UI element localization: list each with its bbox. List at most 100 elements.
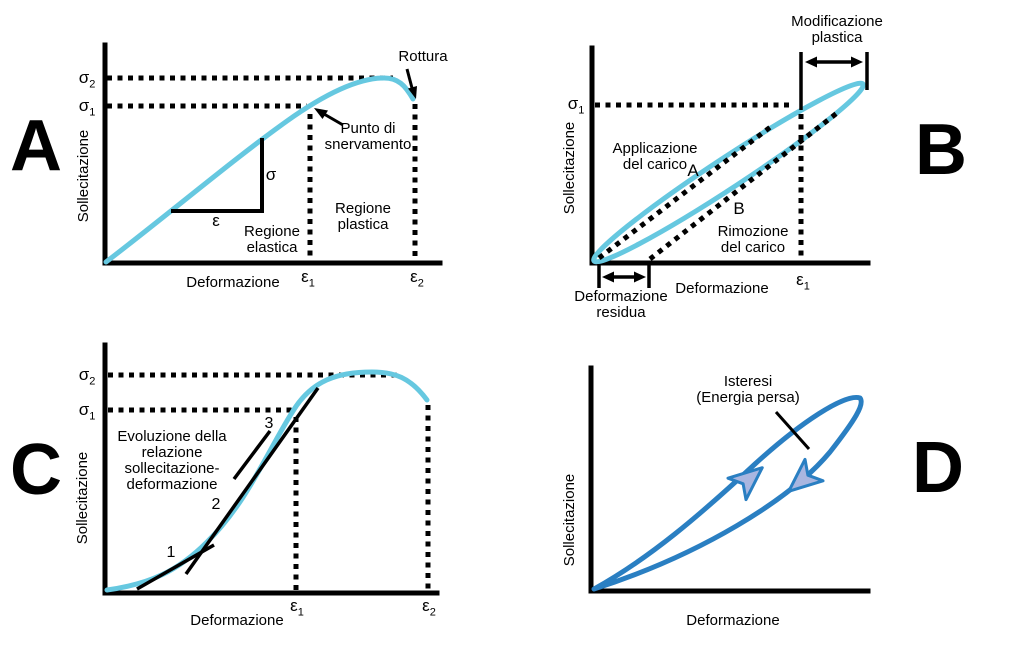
unloading-line-1: Rimozione [717, 223, 789, 240]
sigma1-base: σ [78, 96, 90, 115]
residual-line-1: Deformazione [574, 288, 668, 305]
panel-a-sigma1-label: σ1 [78, 96, 96, 118]
panel-d-hysteresis-label: Isteresi (Energia persa) [696, 374, 799, 406]
panel-b-plastic-mod-arrow-right-icon [851, 56, 863, 68]
loading-line-2: del carico [622, 156, 688, 173]
evolution-line-3: sollecitazione- [124, 460, 220, 477]
panel-b-graphics [589, 45, 871, 288]
panel-b-unloading-label: Rimozione del carico [718, 224, 789, 256]
epsilon1-base: ε [301, 267, 309, 286]
sigma1-base: σ [567, 94, 579, 113]
panel-c-epsilon2-label: ε2 [422, 596, 436, 618]
plastic-region-line-1: Regione [335, 200, 391, 217]
evolution-line-2: relazione [141, 444, 203, 461]
panel-b-x-axis-label: Deformazione [675, 280, 769, 297]
panel-c-tangent-2-label: 2 [211, 496, 221, 513]
panel-a-epsilon1-label: ε1 [301, 267, 315, 289]
panel-a-yield-point-label: Punto di snervamento [325, 121, 412, 153]
plastic-mod-line-2: plastica [811, 29, 863, 46]
elastic-region-line-2: elastica [246, 239, 298, 256]
panel-a-stress-strain-curve [103, 75, 416, 265]
elastic-region-line-1: Regione [244, 223, 300, 240]
panel-b-axes [589, 45, 871, 266]
panel-b-load-unload-loop [591, 80, 866, 265]
panel-a-rupture-label: Rottura [398, 48, 448, 65]
panel-b-plastic-modification-label: Modificazione plastica [791, 14, 883, 46]
panel-d-graphics [588, 365, 871, 594]
panel-b-loading-label: Applicazione del carico [612, 141, 697, 173]
panel-a-slope-sigma-label: σ [265, 165, 277, 184]
panel-c-letter: C [10, 430, 62, 510]
panel-d-loading-arrow-icon [726, 466, 764, 502]
panel-d-axes [588, 365, 871, 594]
plastic-region-line-2: plastica [337, 216, 389, 233]
panel-b-plastic-mod-arrow-left-icon [805, 56, 817, 68]
panel-d-hysteresis-loop [591, 394, 864, 592]
panel-c-y-axis-label: Sollecitazione [74, 451, 91, 545]
panel-d-y-axis-label: Sollecitazione [561, 473, 578, 567]
panel-a-slope-epsilon-label: ε [212, 211, 220, 230]
sigma2-sub: 2 [89, 375, 96, 388]
epsilon2-sub: 2 [417, 277, 424, 290]
evolution-line-1: Evoluzione della [117, 428, 227, 445]
panel-c-tangent-3 [232, 429, 272, 481]
panel-b-epsilon1-label: ε1 [796, 270, 810, 292]
panel-c-epsilon1-label: ε1 [290, 596, 304, 618]
panel-b-residual-strain-label: Deformazione residua [574, 289, 667, 321]
epsilon2-sub: 2 [429, 606, 436, 619]
panel-a-yield-arrow-icon [314, 108, 328, 119]
epsilon2-base: ε [422, 596, 430, 615]
panel-c-x-axis-label: Deformazione [190, 612, 284, 629]
sigma1-sub: 1 [89, 106, 96, 119]
panel-b-loading-dashed-line [597, 123, 775, 260]
panel-c-sigma1-label: σ1 [78, 400, 96, 422]
panel-a-slope-triangle [171, 138, 264, 213]
panel-d-hysteresis-pointer-line [774, 411, 811, 450]
panel-b-y-axis-label: Sollecitazione [561, 121, 578, 215]
sigma2-base: σ [78, 68, 90, 87]
yield-point-line-2: snervamento [324, 136, 412, 153]
hysteresis-line-2: (Energia persa) [696, 389, 800, 406]
epsilon1-base: ε [796, 270, 804, 289]
sigma1-base: σ [78, 400, 90, 419]
panel-d-unloading-arrow-icon [787, 457, 825, 493]
panel-c-tangent-2 [184, 386, 320, 576]
panel-a-sigma2-label: σ2 [78, 68, 96, 90]
panel-a-plastic-region-label: Regione plastica [335, 201, 391, 233]
panel-a-y-axis-label: Sollecitazione [75, 129, 92, 223]
sigma2-sub: 2 [89, 78, 96, 91]
panel-c-graphics [102, 342, 440, 596]
panel-c-tangent-3-label: 3 [264, 415, 274, 432]
sigma1-sub: 1 [578, 104, 585, 117]
evolution-line-4: deformazione [126, 476, 218, 493]
epsilon1-sub: 1 [297, 606, 304, 619]
panel-c-sigma2-label: σ2 [79, 366, 96, 387]
epsilon1-base: ε [290, 596, 298, 615]
yield-point-line-1: Punto di [340, 120, 396, 137]
panel-a-elastic-region-label: Regione elastica [244, 224, 300, 256]
epsilon1-sub: 1 [803, 280, 810, 293]
panel-a-epsilon2-label: ε2 [410, 267, 424, 289]
residual-line-2: residua [596, 304, 646, 321]
epsilon2-base: ε [410, 267, 418, 286]
unloading-line-2: del carico [720, 239, 786, 256]
panel-d-letter: D [912, 428, 964, 508]
panel-d-x-axis-label: Deformazione [686, 612, 780, 629]
panel-a-yield-arrow-line [323, 112, 344, 127]
panel-b-unloading-dashed-line [648, 111, 839, 261]
sigma1-sub: 1 [89, 410, 96, 423]
panel-b-unloading-curve-letter: B [733, 199, 745, 218]
panel-a-letter: A [10, 106, 62, 186]
panel-b-letter: B [915, 110, 967, 190]
loading-line-1: Applicazione [612, 140, 698, 157]
panel-c-tangent-1-label: 1 [166, 544, 176, 561]
panel-a-graphics [102, 42, 443, 266]
panel-a-x-axis-label: Deformazione [186, 274, 280, 291]
plastic-mod-line-1: Modificazione [791, 13, 883, 30]
panel-b-loading-curve-letter: A [687, 161, 699, 180]
panel-b-residual-arrow-right-icon [634, 271, 646, 283]
panel-b-residual-arrow-left-icon [602, 271, 614, 283]
panel-a-rupture-arrow-line [405, 68, 414, 89]
